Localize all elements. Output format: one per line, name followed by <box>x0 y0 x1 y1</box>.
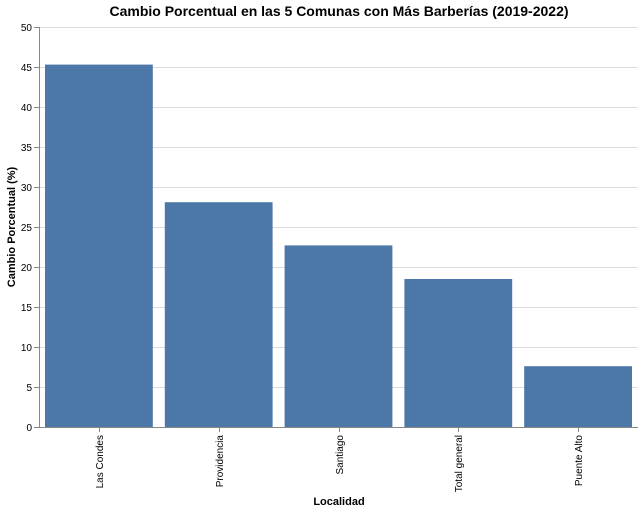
bar <box>164 202 273 427</box>
chart-title: Cambio Porcentual en las 5 Comunas con M… <box>109 3 568 19</box>
x-tick-label: Santiago <box>335 435 346 475</box>
y-tick-label: 30 <box>21 183 33 194</box>
y-tick-label: 20 <box>21 263 33 274</box>
y-tick-label: 35 <box>21 143 33 154</box>
y-tick-label: 50 <box>21 23 33 34</box>
bars <box>45 64 632 427</box>
y-axis-title: Cambio Porcentual (%) <box>6 166 18 287</box>
bar <box>284 245 393 427</box>
x-tick-label: Providencia <box>215 435 226 488</box>
y-tick-label: 5 <box>26 383 32 394</box>
bar <box>524 366 632 427</box>
y-tick-label: 0 <box>26 423 32 434</box>
y-tick-label: 10 <box>21 343 33 354</box>
y-tick-label: 25 <box>21 223 33 234</box>
x-tick-label: Total general <box>454 435 465 492</box>
y-tick-label: 40 <box>21 103 33 114</box>
x-tick-label: Las Condes <box>95 435 106 488</box>
bar <box>45 64 153 427</box>
x-tick-label: Puente Alto <box>574 435 585 487</box>
axes: 0 5 10 15 20 25 30 35 40 45 50 Las Condes Providenci… <box>21 23 638 492</box>
x-axis-title: Localidad <box>313 496 364 508</box>
bar <box>404 279 513 427</box>
y-tick-label: 15 <box>21 303 33 314</box>
y-tick-label: 45 <box>21 63 33 74</box>
